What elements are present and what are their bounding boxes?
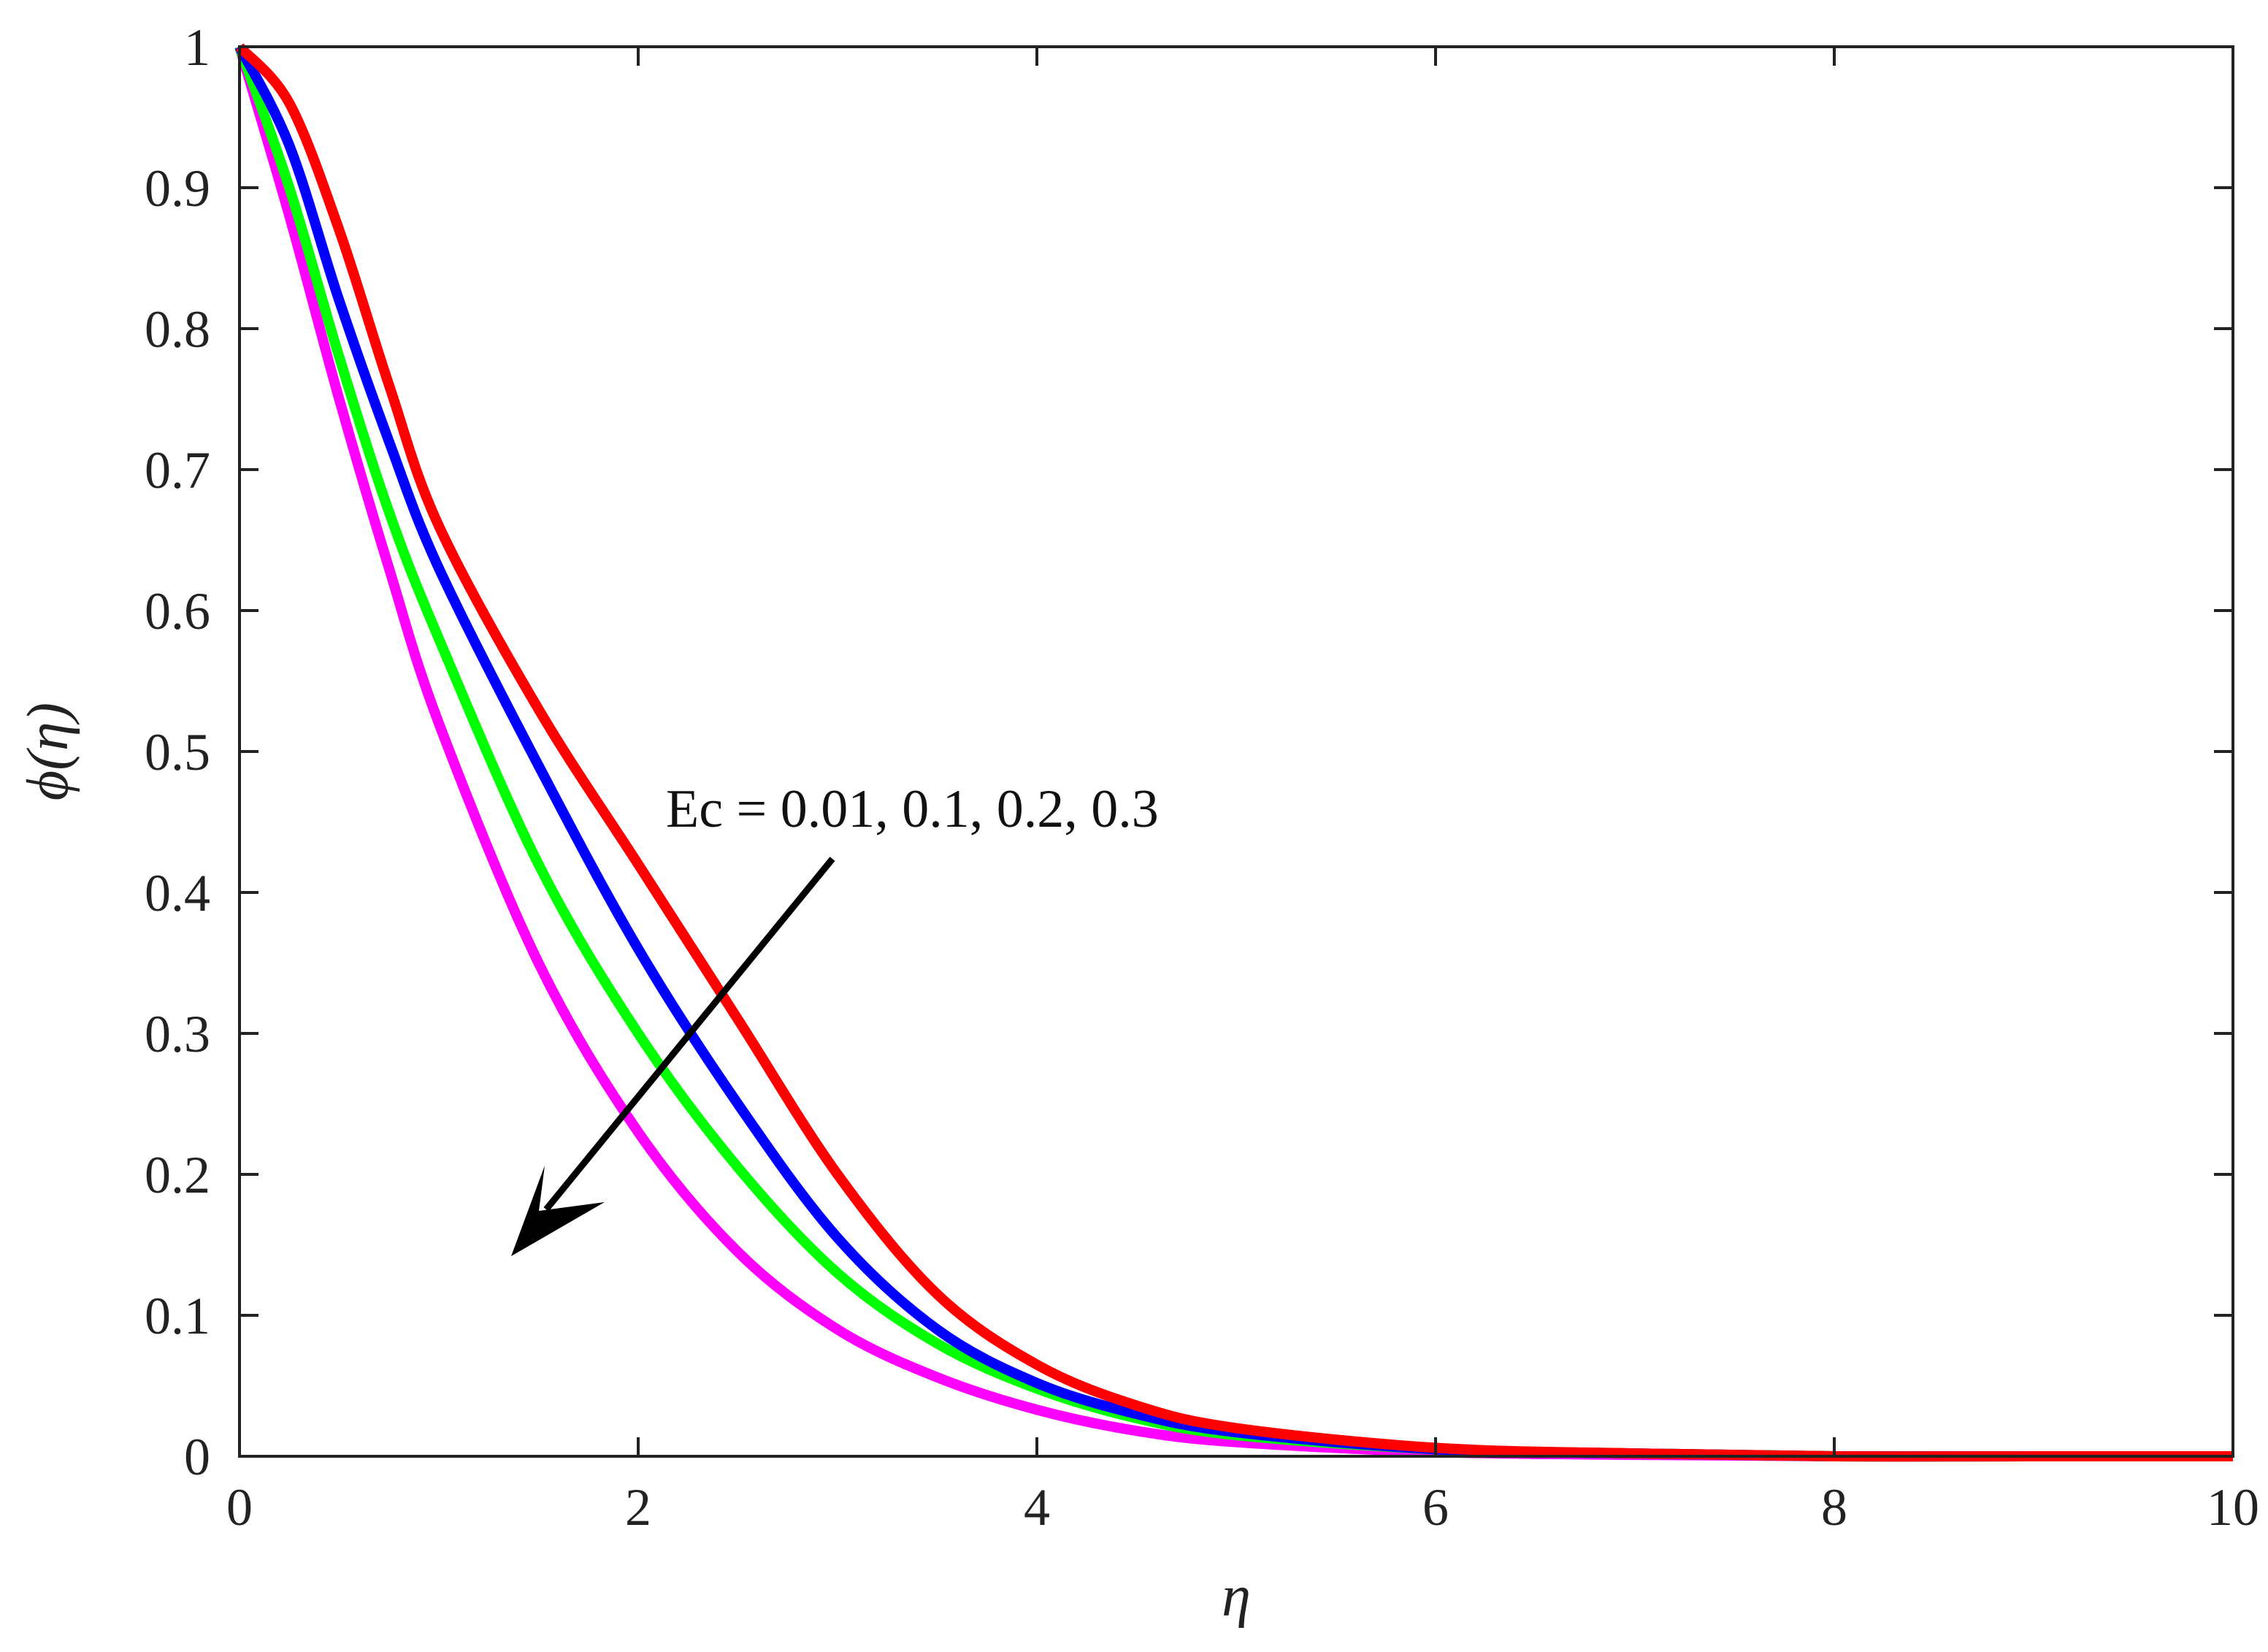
x-tick-label: 4 <box>1024 1478 1050 1537</box>
x-tick-label: 2 <box>625 1478 651 1537</box>
series-line-1 <box>234 45 2233 1462</box>
y-axis-label: ϕ(η) <box>16 703 80 800</box>
y-tick-label: 0.2 <box>145 1146 210 1204</box>
series-layer <box>234 43 2233 1462</box>
x-tick-label: 0 <box>226 1478 253 1537</box>
y-tick-label: 0.5 <box>145 723 210 781</box>
series-line-3 <box>234 44 2233 1462</box>
series-line-4 <box>235 43 2233 1462</box>
annotation-label: Ec = 0.01, 0.1, 0.2, 0.3 <box>666 779 1159 839</box>
y-tick-label: 0.6 <box>145 582 210 640</box>
y-tick-label: 0.3 <box>145 1005 210 1063</box>
annotation-layer: Ec = 0.01, 0.1, 0.2, 0.3 <box>511 779 1159 1256</box>
x-axis-label: η <box>1222 1564 1251 1629</box>
series-line-2 <box>234 45 2233 1462</box>
y-tick-label: 0.8 <box>145 300 210 359</box>
tick-layer: 0 2 4 6 8 10 0 0.1 0.2 0.3 0.4 0.5 0.6 0.7 0.8 0.9 1 <box>145 18 2259 1537</box>
x-tick-label: 6 <box>1422 1478 1449 1537</box>
y-tick-label: 0 <box>184 1428 210 1486</box>
annotation-arrow <box>543 857 835 1212</box>
x-tick-label: 8 <box>1821 1478 1847 1537</box>
annotation-arrow-head <box>511 1166 605 1256</box>
y-tick-label: 0.4 <box>145 864 210 922</box>
x-tick-label: 10 <box>2207 1478 2259 1537</box>
y-tick-label: 0.9 <box>145 159 210 218</box>
y-tick-label: 1 <box>184 18 210 77</box>
plot-frame <box>238 45 2234 1458</box>
y-tick-label: 0.7 <box>145 441 210 500</box>
y-tick-label: 0.1 <box>145 1287 210 1345</box>
